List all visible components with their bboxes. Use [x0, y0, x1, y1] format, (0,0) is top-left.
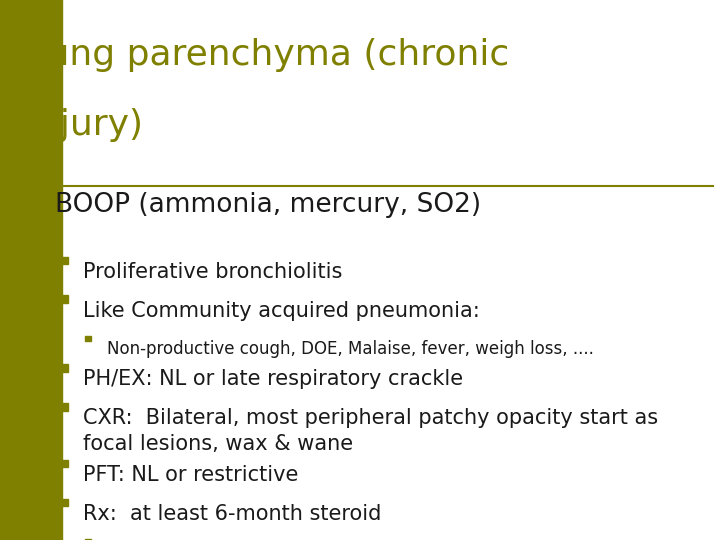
Text: Proliferative bronchiolitis: Proliferative bronchiolitis — [83, 262, 342, 282]
Text: PH/EX: NL or late respiratory crackle: PH/EX: NL or late respiratory crackle — [83, 369, 463, 389]
Text: Rx:  at least 6-month steroid: Rx: at least 6-month steroid — [83, 504, 381, 524]
Text: injury): injury) — [27, 108, 143, 142]
Text: Lung parenchyma (chronic: Lung parenchyma (chronic — [27, 38, 510, 72]
Text: BOOP (ammonia, mercury, SO2): BOOP (ammonia, mercury, SO2) — [55, 192, 481, 218]
Text: CXR:  Bilateral, most peripheral patchy opacity start as
focal lesions, wax & wa: CXR: Bilateral, most peripheral patchy o… — [83, 408, 658, 454]
Text: Like Community acquired pneumonia:: Like Community acquired pneumonia: — [83, 301, 480, 321]
Text: Non-productive cough, DOE, Malaise, fever, weigh loss, ....: Non-productive cough, DOE, Malaise, feve… — [107, 340, 593, 357]
Text: PFT: NL or restrictive: PFT: NL or restrictive — [83, 465, 298, 485]
